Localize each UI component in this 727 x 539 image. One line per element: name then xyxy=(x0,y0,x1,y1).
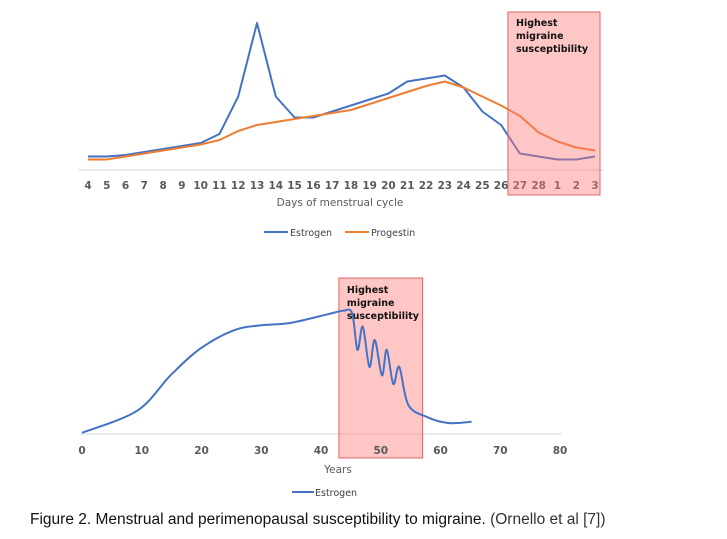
highlight-label: Highest xyxy=(516,18,558,29)
highlight-label: Highest xyxy=(347,285,389,296)
x-tick-label: 3 xyxy=(591,180,598,192)
x-tick-label: 80 xyxy=(553,445,568,457)
x-tick-label: 17 xyxy=(325,180,340,192)
highlight-label: susceptibility xyxy=(516,44,589,55)
x-axis-title: Years xyxy=(323,464,352,476)
x-tick-label: 30 xyxy=(254,445,269,457)
x-tick-label: 19 xyxy=(362,180,377,192)
x-tick-label: 10 xyxy=(134,445,149,457)
x-tick-label: 23 xyxy=(437,180,452,192)
x-tick-label: 26 xyxy=(494,180,509,192)
legend-label-progestin: Progestin xyxy=(371,228,415,239)
x-tick-label: 4 xyxy=(84,180,91,192)
x-tick-label: 28 xyxy=(531,180,546,192)
x-tick-label: 50 xyxy=(373,445,388,457)
x-tick-label: 15 xyxy=(287,180,302,192)
x-tick-label: 27 xyxy=(513,180,528,192)
lifespan-chart: Highest migraine susceptibility 0 10 20 30 40 50… xyxy=(78,277,568,499)
x-tick-label: 10 xyxy=(193,180,208,192)
x-tick-label: 70 xyxy=(493,445,508,457)
highlight-region xyxy=(507,11,601,196)
x-tick-label: 40 xyxy=(314,445,329,457)
x-tick-label: 13 xyxy=(250,180,265,192)
series-line-estrogen xyxy=(81,308,472,434)
x-tick-label: 11 xyxy=(212,180,227,192)
x-tick-label: 0 xyxy=(78,445,85,457)
x-tick-label: 16 xyxy=(306,180,321,192)
x-tick-label: 14 xyxy=(268,180,283,192)
series-line-progestin xyxy=(88,80,596,161)
caption-title: Figure 2. Menstrual and perimenopausal s… xyxy=(30,511,486,528)
x-tick-label: 2 xyxy=(573,180,580,192)
x-tick-label: 24 xyxy=(456,180,471,192)
x-tick-label: 21 xyxy=(400,180,415,192)
x-tick-label: 18 xyxy=(344,180,359,192)
x-tick-label: 9 xyxy=(178,180,185,192)
x-tick-label: 12 xyxy=(231,180,246,192)
x-tick-label: 7 xyxy=(141,180,148,192)
x-tick-label: 1 xyxy=(554,180,561,192)
menstrual-cycle-chart: 4 5 6 7 8 9 10 11 12 13 14 15 16 17 18 19 20 21 22 23 24 25 26… xyxy=(78,11,604,239)
x-tick-label: 20 xyxy=(381,180,396,192)
caption-source: (Ornello et al [7]) xyxy=(490,511,606,528)
x-tick-label: 22 xyxy=(419,180,434,192)
highlight-label: migraine xyxy=(347,298,395,309)
series-line-estrogen xyxy=(88,22,596,161)
x-tick-label: 25 xyxy=(475,180,490,192)
x-tick-label: 5 xyxy=(103,180,110,192)
x-tick-label: 20 xyxy=(194,445,209,457)
highlight-label: migraine xyxy=(516,31,564,42)
x-axis-title: Days of menstrual cycle xyxy=(277,197,404,209)
figure-caption: Figure 2. Menstrual and perimenopausal s… xyxy=(30,511,606,529)
x-tick-label: 60 xyxy=(433,445,448,457)
legend-label-estrogen: Estrogen xyxy=(315,488,357,499)
highlight-label: susceptibility xyxy=(347,311,420,322)
legend-label-estrogen: Estrogen xyxy=(290,228,332,239)
x-tick-label: 8 xyxy=(159,180,166,192)
x-tick-label: 6 xyxy=(122,180,129,192)
